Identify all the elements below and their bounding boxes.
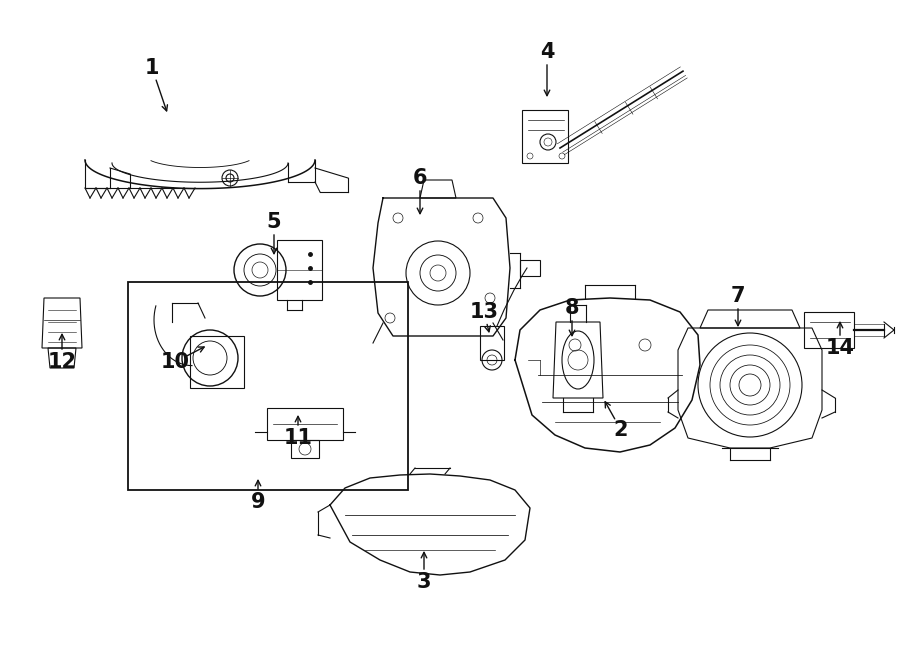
Text: 1: 1 [145, 58, 159, 78]
Text: 12: 12 [48, 352, 76, 372]
Text: 13: 13 [470, 302, 499, 322]
Text: 8: 8 [565, 298, 580, 318]
Text: 9: 9 [251, 492, 266, 512]
Text: 7: 7 [731, 286, 745, 306]
Text: 2: 2 [614, 420, 628, 440]
Text: 3: 3 [417, 572, 431, 592]
Text: 5: 5 [266, 212, 282, 232]
Text: 10: 10 [160, 352, 190, 372]
Text: 4: 4 [540, 42, 554, 62]
Text: 11: 11 [284, 428, 312, 448]
Text: 6: 6 [413, 168, 428, 188]
Text: 14: 14 [825, 338, 854, 358]
